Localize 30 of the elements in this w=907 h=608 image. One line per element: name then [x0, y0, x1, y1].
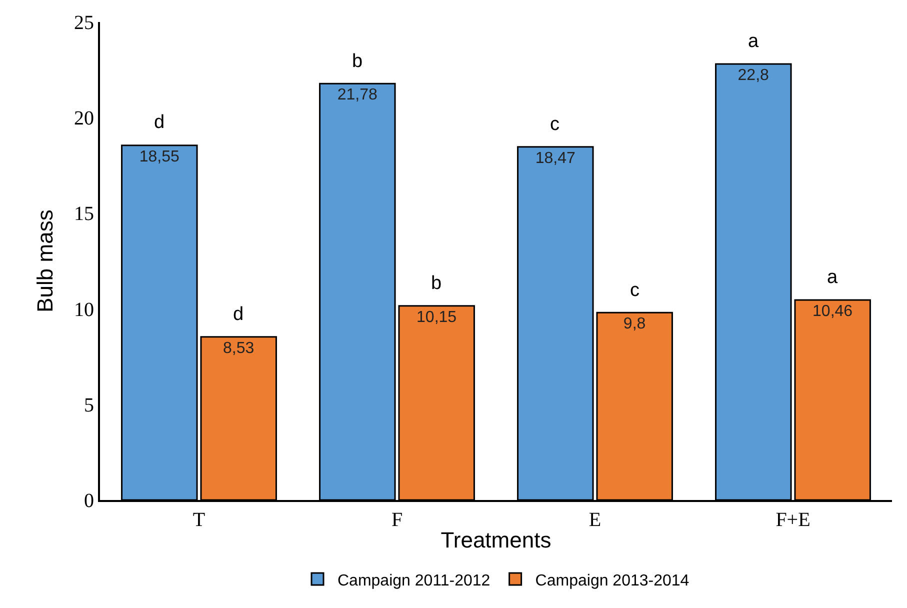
- data-label: 21,78: [337, 86, 378, 104]
- annotation: d: [233, 304, 244, 325]
- data-label: 10,46: [812, 303, 853, 320]
- y-tick-label: 10: [74, 298, 94, 321]
- annotation: d: [154, 112, 165, 133]
- legend-label: Campaign 2013-2014: [535, 572, 690, 590]
- annotation: b: [431, 273, 442, 294]
- x-tick-label: T: [192, 509, 206, 531]
- y-tick-label: 15: [74, 203, 94, 226]
- annotation: c: [630, 280, 640, 301]
- data-label: 9,8: [623, 316, 646, 333]
- data-label: 22,8: [738, 67, 770, 84]
- data-label: 18,55: [139, 148, 180, 166]
- legend-label: Campaign 2011-2012: [338, 572, 490, 590]
- annotation: a: [827, 267, 838, 288]
- data-label: 8,53: [222, 340, 254, 357]
- annotation: b: [352, 51, 363, 72]
- y-tick-label: 0: [84, 490, 94, 512]
- x-tick-label: F+E: [776, 509, 810, 531]
- y-tick-label: 20: [74, 108, 94, 130]
- data-label: 18,47: [535, 150, 576, 167]
- x-tick-label: F: [391, 509, 403, 531]
- y-axis-title: Bulb mass: [32, 210, 58, 312]
- y-tick-label: 25: [74, 12, 94, 34]
- x-tick-label: E: [588, 509, 602, 531]
- x-axis-title: Treatments: [440, 527, 552, 552]
- annotation: a: [748, 31, 759, 52]
- y-tick-label: 5: [84, 394, 94, 416]
- annotation: c: [550, 114, 560, 135]
- data-label: 10,15: [416, 308, 457, 326]
